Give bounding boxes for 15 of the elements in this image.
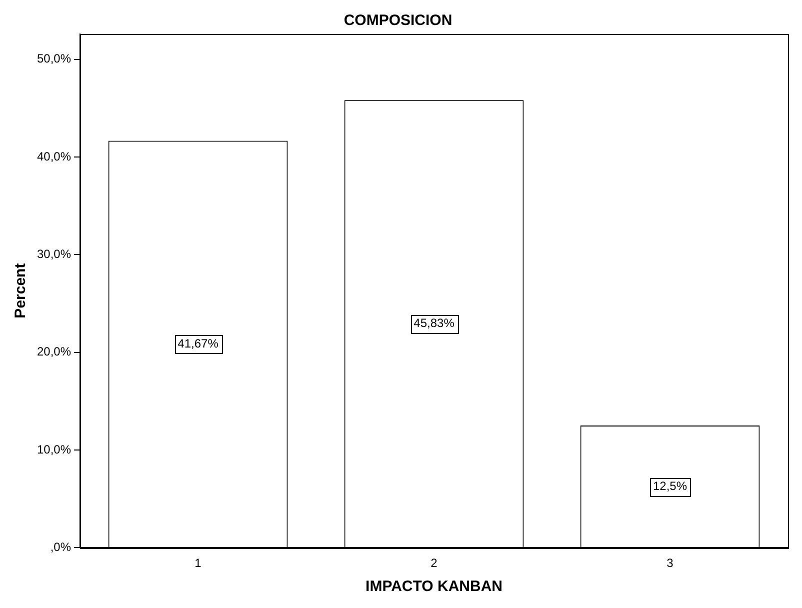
y-tick-label: 20,0%: [36, 344, 72, 359]
y-axis-title: Percent: [12, 263, 30, 318]
data-label: 41,67%: [178, 336, 219, 350]
x-tick-label: 3: [666, 556, 674, 570]
chart-title: COMPOSICION: [344, 12, 452, 30]
y-tick-label: 40,0%: [36, 149, 72, 164]
y-tick-label: 30,0%: [36, 246, 72, 261]
y-tick-label: 50,0%: [36, 52, 72, 66]
x-axis-title: IMPACTO KANBAN: [366, 578, 502, 596]
x-tick-label: 1: [194, 556, 202, 570]
y-tick-label: ,0%: [50, 540, 72, 554]
x-tick-label: 2: [430, 556, 438, 570]
data-label: 12,5%: [652, 478, 688, 493]
data-label: 45,83%: [414, 316, 455, 330]
y-tick-label: 10,0%: [36, 442, 72, 456]
